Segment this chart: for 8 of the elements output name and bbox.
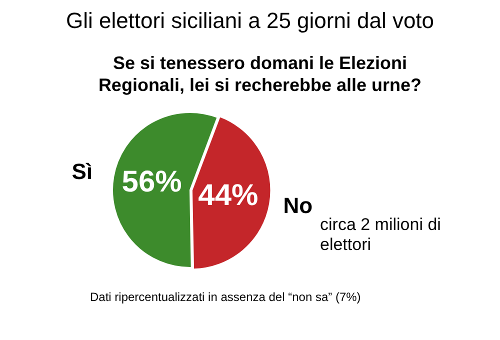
slice-label: Sì bbox=[72, 159, 92, 184]
data-label: 56% bbox=[122, 166, 182, 199]
data-label: 44% bbox=[198, 178, 258, 212]
text: Dati ripercentualizzati in assenza del “non sa” (7%) bbox=[90, 290, 361, 304]
chart-subtitle: Se si tenessero domani le Elezioni Regionali, lei si recherebbe alle urne? bbox=[97, 52, 423, 96]
slice-label: No bbox=[283, 193, 313, 218]
text: circa 2 milioni di elettori bbox=[320, 215, 442, 255]
chart-title: Gli elettori siciliani a 25 giorni dal voto bbox=[64, 8, 436, 34]
